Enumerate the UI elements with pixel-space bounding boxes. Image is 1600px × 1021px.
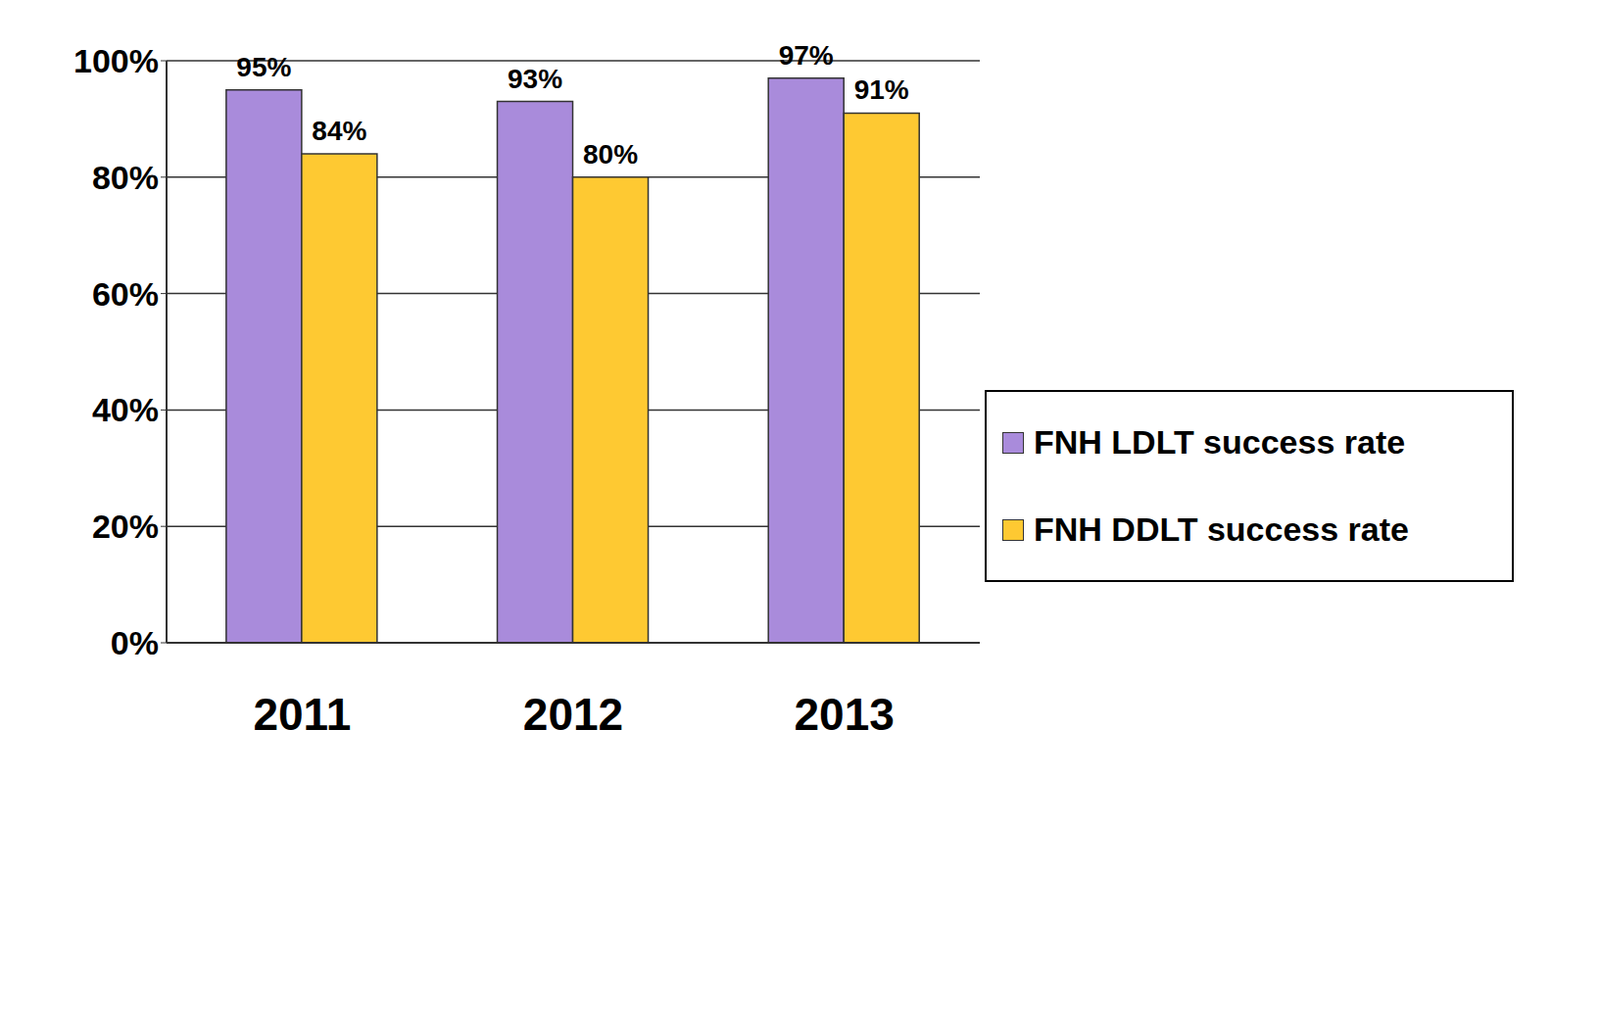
svg-text:80%: 80% (582, 139, 638, 170)
svg-text:20%: 20% (92, 507, 159, 545)
svg-text:93%: 93% (507, 63, 563, 95)
svg-text:100%: 100% (73, 42, 159, 80)
svg-text:60%: 60% (92, 275, 159, 313)
svg-text:40%: 40% (92, 390, 159, 429)
svg-text:0%: 0% (110, 624, 159, 662)
svg-text:2011: 2011 (252, 688, 351, 740)
html-text:FNH LDLT success rate: FNH LDLT success rate (1033, 423, 1406, 461)
svg-text:95%: 95% (236, 51, 291, 83)
svg-text:2013: 2013 (793, 688, 894, 740)
svg-text:97%: 97% (778, 40, 834, 71)
svg-text:84%: 84% (311, 115, 367, 146)
svg-text:91%: 91% (854, 74, 910, 105)
svg-text:80%: 80% (92, 158, 159, 196)
svg-text:2012: 2012 (523, 688, 624, 740)
html-text:FNH DDLT success rate: FNH DDLT success rate (1033, 510, 1409, 548)
